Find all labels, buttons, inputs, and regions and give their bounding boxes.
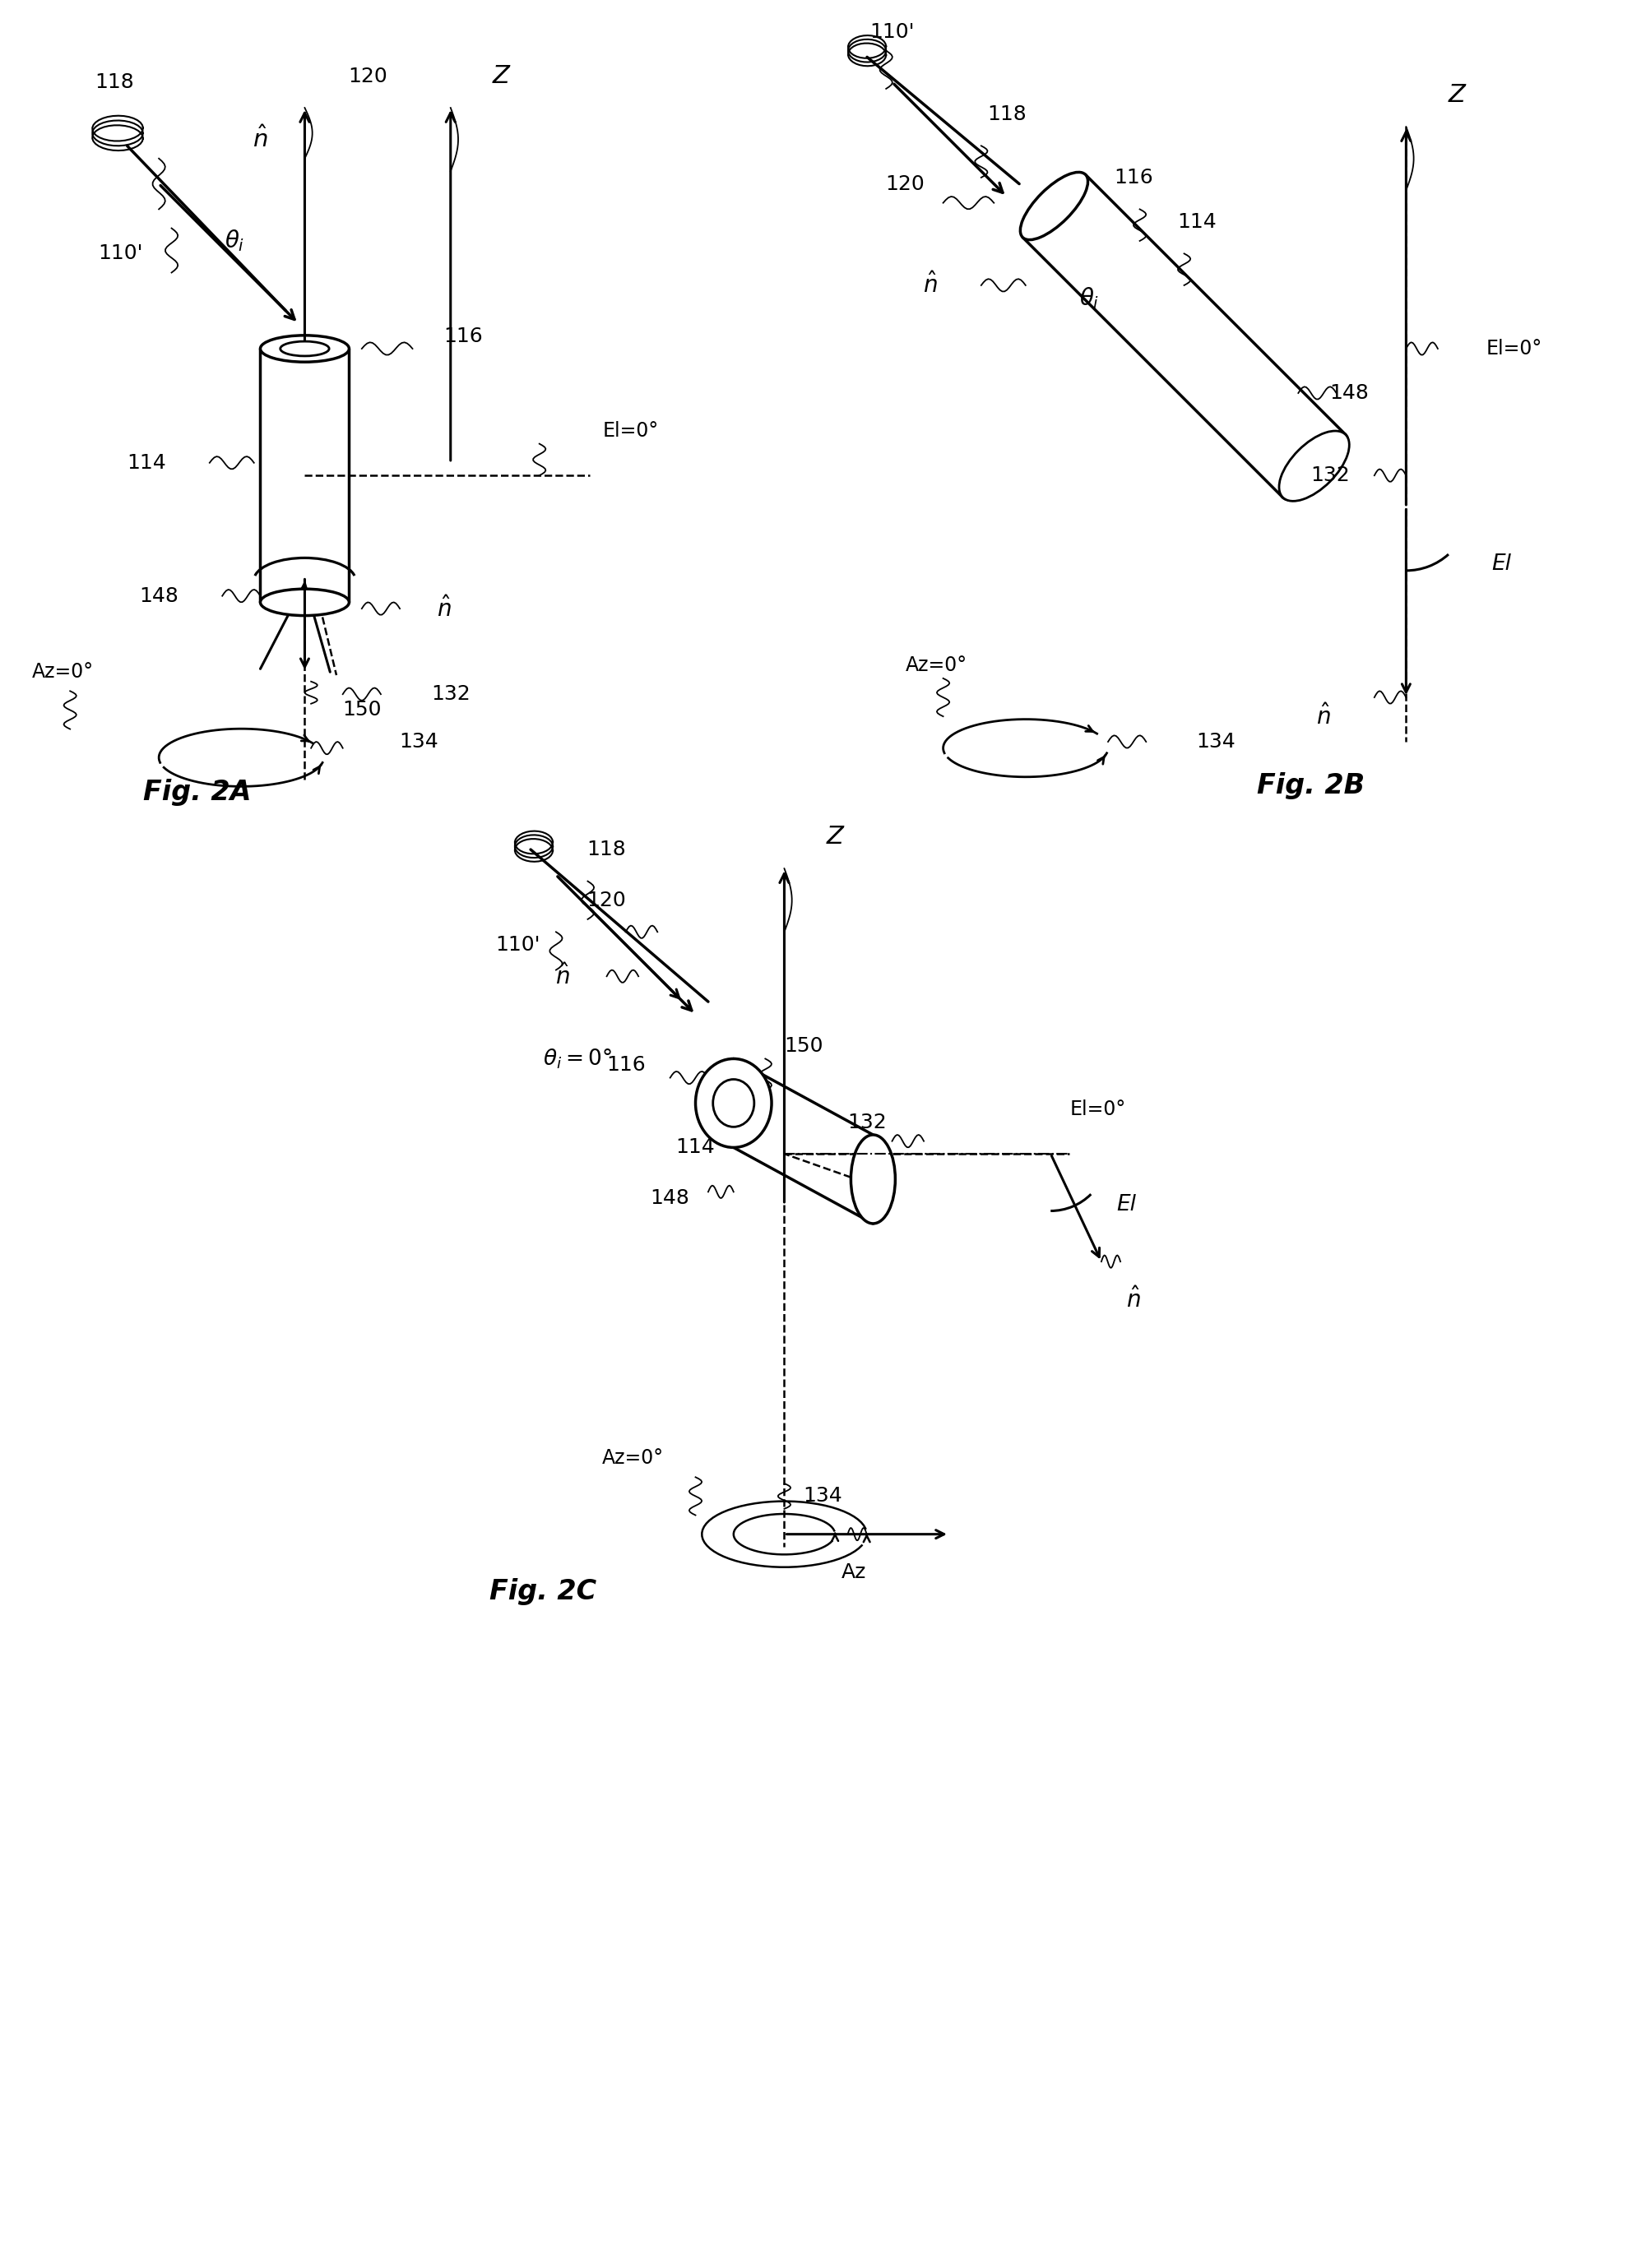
- Text: Fig. 2C: Fig. 2C: [490, 1579, 597, 1606]
- Text: $\hat{n}$: $\hat{n}$: [1126, 1286, 1141, 1313]
- Text: 132: 132: [847, 1111, 886, 1132]
- Ellipse shape: [261, 590, 349, 615]
- Text: 120: 120: [588, 891, 627, 909]
- Text: 148: 148: [139, 585, 178, 606]
- Text: Fig. 2A: Fig. 2A: [144, 778, 251, 805]
- Text: Fig. 2B: Fig. 2B: [1257, 773, 1364, 801]
- Text: 150: 150: [783, 1036, 823, 1057]
- Text: 134: 134: [803, 1486, 842, 1506]
- Text: Az=0°: Az=0°: [33, 662, 93, 683]
- Text: Az=0°: Az=0°: [906, 655, 966, 676]
- Text: $\hat{n}$: $\hat{n}$: [555, 964, 570, 989]
- Text: 148: 148: [651, 1188, 690, 1209]
- Ellipse shape: [1279, 431, 1350, 501]
- Text: Z: Z: [826, 826, 844, 848]
- Ellipse shape: [1020, 172, 1089, 240]
- Text: 134: 134: [400, 733, 439, 751]
- Text: 114: 114: [676, 1139, 715, 1157]
- Text: El=0°: El=0°: [602, 422, 659, 440]
- Text: $\theta_i$: $\theta_i$: [1079, 286, 1098, 311]
- Ellipse shape: [1281, 433, 1348, 499]
- Text: 118: 118: [95, 73, 134, 93]
- Text: 120: 120: [349, 66, 388, 86]
- Text: $\theta_i$: $\theta_i$: [225, 229, 245, 254]
- Text: 148: 148: [1330, 383, 1369, 404]
- Text: 116: 116: [605, 1055, 645, 1075]
- Text: 150: 150: [343, 701, 382, 719]
- Text: 120: 120: [886, 175, 925, 193]
- Text: El=0°: El=0°: [1485, 338, 1542, 358]
- Text: 110': 110': [870, 23, 916, 41]
- Text: 134: 134: [1196, 733, 1235, 751]
- Text: 114: 114: [1177, 211, 1216, 231]
- Ellipse shape: [695, 1059, 772, 1148]
- Text: El: El: [1116, 1193, 1136, 1216]
- Text: $\hat{n}$: $\hat{n}$: [253, 127, 268, 152]
- Text: 118: 118: [588, 839, 627, 860]
- Text: 118: 118: [987, 104, 1027, 125]
- Text: $\hat{n}$: $\hat{n}$: [437, 596, 452, 621]
- Text: 110': 110': [98, 243, 144, 263]
- Text: $\hat{n}$: $\hat{n}$: [1317, 703, 1332, 728]
- Ellipse shape: [850, 1134, 896, 1222]
- Ellipse shape: [281, 342, 330, 356]
- Text: Az=0°: Az=0°: [602, 1449, 664, 1467]
- Text: $\hat{n}$: $\hat{n}$: [924, 272, 938, 297]
- Text: 116: 116: [1113, 168, 1154, 188]
- Ellipse shape: [261, 336, 349, 363]
- Text: Az: Az: [842, 1563, 867, 1583]
- Ellipse shape: [713, 1080, 754, 1127]
- Text: Z: Z: [493, 64, 509, 88]
- Text: 116: 116: [444, 327, 483, 347]
- Text: 114: 114: [127, 454, 166, 472]
- Text: El: El: [1492, 553, 1511, 574]
- Text: 132: 132: [431, 685, 470, 703]
- Text: Z: Z: [1448, 84, 1466, 107]
- Text: $\theta_i=0°$: $\theta_i=0°$: [543, 1048, 612, 1070]
- Text: 132: 132: [1310, 465, 1350, 485]
- Text: El=0°: El=0°: [1069, 1100, 1126, 1120]
- Text: 110': 110': [496, 934, 540, 955]
